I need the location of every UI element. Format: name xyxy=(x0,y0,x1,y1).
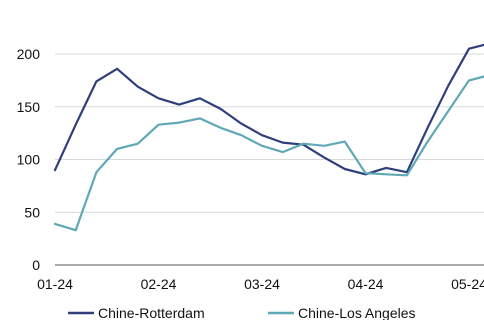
series-lines xyxy=(53,43,484,232)
x-tick-label: 03-24 xyxy=(244,276,280,292)
legend-label-1: Chine-Rotterdam xyxy=(98,305,205,320)
legend-label-2: Chine-Los Angeles xyxy=(298,305,416,320)
series-line-2 xyxy=(53,75,484,232)
x-tick-label: 02-24 xyxy=(141,276,177,292)
x-tick-label: 01-24 xyxy=(37,276,73,292)
x-axis-tick-labels: 01-24 02-24 03-24 04-24 05-24 xyxy=(37,276,484,292)
y-axis-tick-labels: 0 50 100 150 200 xyxy=(17,46,41,273)
gridlines xyxy=(55,53,484,213)
y-tick-label: 150 xyxy=(17,99,41,115)
y-tick-label: 100 xyxy=(17,152,41,168)
x-tick-label: 04-24 xyxy=(348,276,384,292)
y-tick-label: 200 xyxy=(17,46,41,62)
y-tick-label: 50 xyxy=(24,204,40,220)
x-tick-label: 05-24 xyxy=(451,276,484,292)
legend: Chine-Rotterdam Chine-Los Angeles xyxy=(68,305,416,320)
y-tick-label: 0 xyxy=(32,257,40,273)
